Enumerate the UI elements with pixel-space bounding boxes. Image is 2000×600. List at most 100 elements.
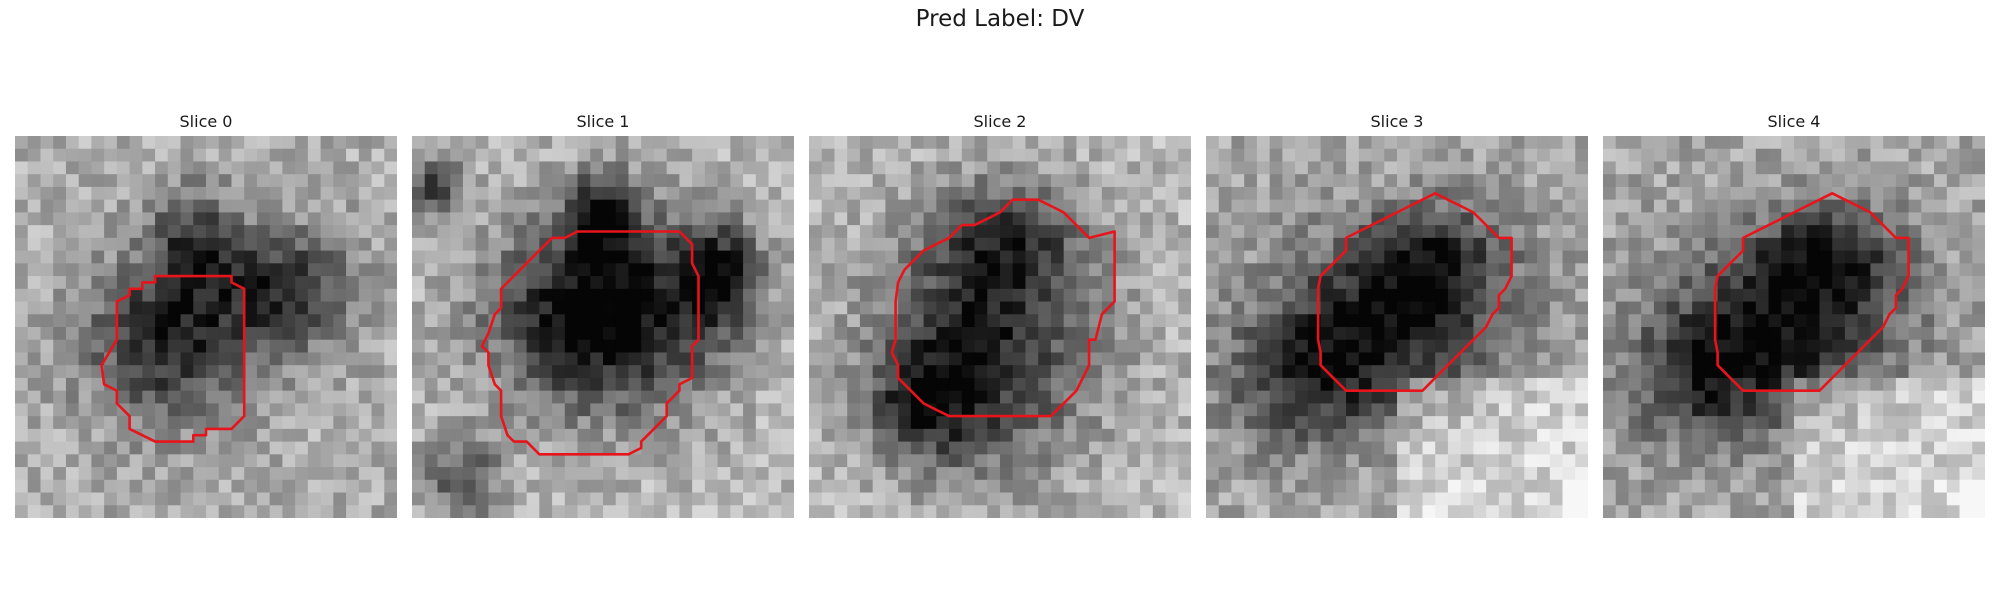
pixel-cell: [167, 339, 182, 354]
pixel-cell: [1101, 352, 1116, 366]
pixel-cell: [704, 492, 719, 506]
pixel-cell: [231, 327, 245, 341]
pixel-cell: [834, 250, 848, 264]
pixel-cell: [1346, 403, 1360, 417]
pixel-cell: [1460, 390, 1474, 404]
pixel-cell: [27, 161, 42, 175]
pixel-cell: [1972, 390, 1985, 404]
pixel-cell: [1346, 327, 1360, 341]
pixel-cell: [564, 199, 579, 213]
pixel-cell: [1666, 225, 1680, 239]
pixel-cell: [1295, 136, 1309, 150]
pixel-cell: [15, 225, 29, 239]
pixel-cell: [1256, 390, 1271, 404]
pixel-cell: [475, 263, 489, 277]
pixel-cell: [269, 327, 283, 341]
pixel-cell: [384, 327, 397, 341]
pixel-cell: [1704, 263, 1719, 277]
pixel-cell: [885, 403, 899, 417]
pixel-cell: [1140, 288, 1154, 303]
pixel-cell: [180, 174, 194, 188]
pixel-cell: [1653, 454, 1668, 468]
pixel-cell: [1218, 186, 1233, 201]
pixel-cell: [384, 377, 397, 392]
pixel-cell: [974, 237, 988, 252]
pixel-cell: [1101, 136, 1116, 150]
pixel-cell: [488, 403, 502, 417]
pixel-cell: [129, 288, 143, 303]
pixel-cell: [923, 390, 937, 404]
pixel-cell: [1511, 441, 1525, 455]
pixel-cell: [1038, 212, 1052, 226]
pixel-cell: [1615, 467, 1630, 481]
pixel-cell: [1140, 199, 1154, 213]
pixel-cell: [193, 276, 207, 290]
pixel-cell: [1857, 479, 1871, 494]
pixel-cell: [577, 428, 591, 443]
pixel-cell: [269, 276, 283, 290]
pixel-cell: [282, 377, 296, 392]
pixel-cell: [371, 212, 385, 226]
pixel-cell: [1178, 441, 1191, 455]
pixel-cell: [809, 314, 823, 328]
pixel-cell: [462, 212, 477, 226]
pixel-cell: [564, 186, 579, 201]
pixel-cell: [1114, 250, 1128, 264]
pixel-cell: [577, 365, 591, 379]
pixel-cell: [974, 339, 988, 354]
pixel-cell: [1908, 212, 1922, 226]
pixel-cell: [1486, 416, 1500, 430]
pixel-cell: [1908, 390, 1922, 404]
pixel-cell: [1653, 288, 1668, 303]
pixel-cell: [218, 352, 233, 366]
pixel-cell: [27, 339, 42, 354]
pixel-cell: [755, 390, 770, 404]
pixel-cell: [333, 377, 347, 392]
pixel-cell: [513, 327, 528, 341]
pixel-cell: [1269, 454, 1283, 468]
pixel-cell: [295, 505, 309, 518]
pixel-cell: [834, 148, 848, 163]
pixel-cell: [987, 365, 1001, 379]
pixel-cell: [628, 492, 642, 506]
pixel-cell: [1206, 174, 1220, 188]
pixel-cell: [1562, 441, 1576, 455]
pixel-cell: [552, 428, 566, 443]
pixel-cell: [488, 136, 502, 150]
pixel-cell: [1101, 403, 1116, 417]
pixel-cell: [218, 390, 233, 404]
pixel-cell: [1447, 199, 1462, 213]
pixel-cell: [755, 212, 770, 226]
pixel-cell: [987, 428, 1001, 443]
pixel-cell: [1012, 390, 1027, 404]
pixel-cell: [1152, 136, 1167, 150]
pixel-cell: [1409, 454, 1424, 468]
pixel-cell: [40, 288, 54, 303]
pixel-cell: [1857, 467, 1871, 481]
pixel-cell: [768, 428, 782, 443]
pixel-cell: [1794, 314, 1808, 328]
pixel-cell: [898, 288, 912, 303]
pixel-cell: [910, 454, 925, 468]
pixel-cell: [872, 352, 886, 366]
pixel-cell: [307, 237, 322, 252]
pixel-cell: [1768, 479, 1782, 494]
pixel-cell: [1063, 428, 1077, 443]
pixel-cell: [1397, 492, 1411, 506]
pixel-cell: [358, 327, 373, 341]
pixel-cell: [1883, 136, 1897, 150]
pixel-cell: [1730, 479, 1744, 494]
pixel-cell: [437, 352, 451, 366]
pixel-cell: [730, 454, 744, 468]
pixel-cell: [1972, 416, 1985, 430]
pixel-cell: [1063, 225, 1077, 239]
pixel-cell: [1972, 352, 1985, 366]
pixel-cell: [615, 339, 630, 354]
pixel-cell: [513, 148, 528, 163]
pixel-cell: [603, 454, 617, 468]
pixel-cell: [1641, 161, 1655, 175]
pixel-cell: [1422, 327, 1436, 341]
pixel-cell: [155, 212, 169, 226]
pixel-cell: [859, 250, 874, 264]
pixel-cell: [1089, 479, 1103, 494]
